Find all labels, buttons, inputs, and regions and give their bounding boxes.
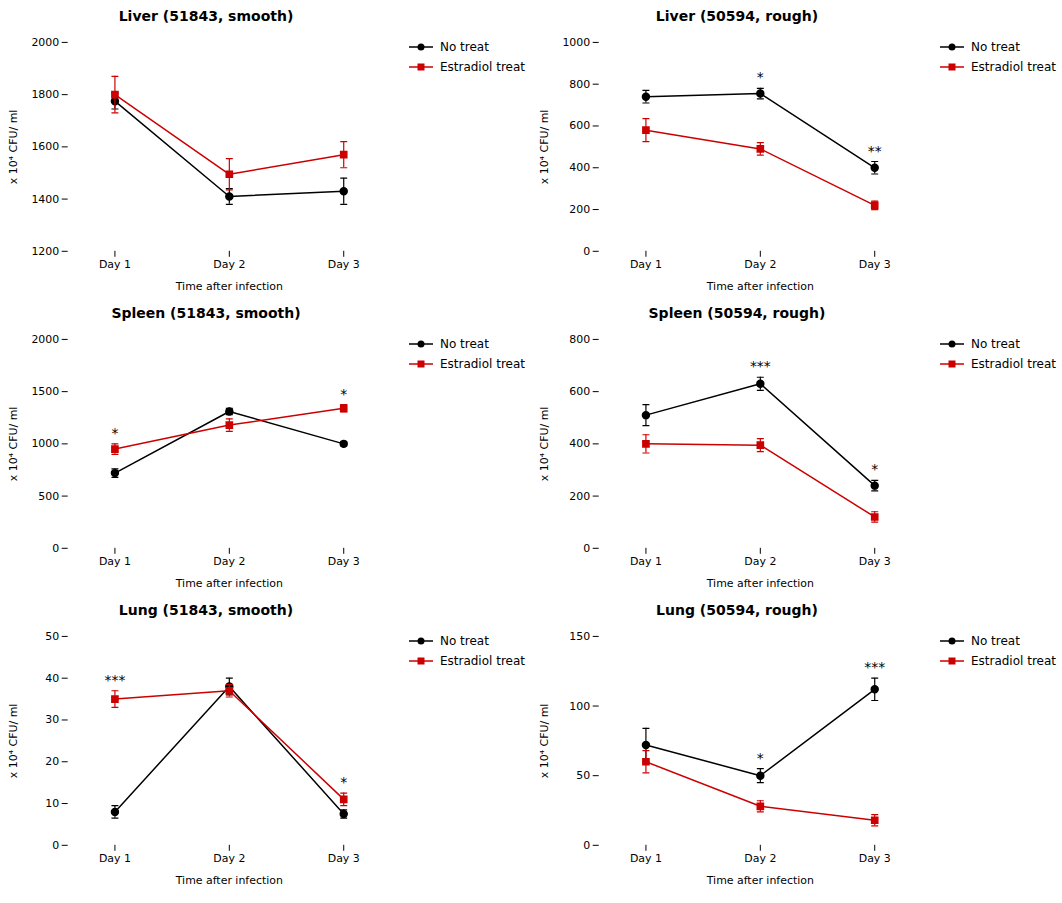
svg-text:0: 0 [52,542,59,555]
svg-text:Day 2: Day 2 [213,852,245,865]
svg-text:Day 2: Day 2 [744,258,776,271]
svg-text:1500: 1500 [31,385,59,398]
svg-text:50: 50 [45,630,59,643]
svg-text:x 10⁴ CFU/ ml: x 10⁴ CFU/ ml [7,704,20,779]
html-text:Liver (51843, smooth): Liver (51843, smooth) [118,8,294,24]
svg-text:2000: 2000 [31,36,59,49]
html-text:Liver (50594, rough): Liver (50594, rough) [655,8,819,24]
html-text:Estradiol treat: Estradiol treat [439,654,525,668]
svg-text:Day 1: Day 1 [99,258,131,271]
svg-text:0: 0 [583,839,590,852]
svg-text:Day 1: Day 1 [630,555,662,568]
svg-text:2000: 2000 [31,333,59,346]
svg-text:*: * [340,774,347,790]
svg-text:x 10⁴ CFU/ ml: x 10⁴ CFU/ ml [538,704,551,779]
svg-text:Time after infection: Time after infection [175,577,283,589]
svg-text:Day 3: Day 3 [859,258,891,271]
html-text:No treat: No treat [970,634,1020,648]
html-text:Estradiol treat: Estradiol treat [970,357,1056,371]
html-text:No treat: No treat [970,337,1020,351]
svg-text:x 10⁴ CFU/ ml: x 10⁴ CFU/ ml [7,407,20,482]
html-text:Estradiol treat: Estradiol treat [439,357,525,371]
svg-text:Day 3: Day 3 [328,555,360,568]
svg-text:1400: 1400 [31,193,59,206]
html-text:Estradiol treat: Estradiol treat [970,654,1056,668]
svg-text:600: 600 [569,119,590,132]
svg-text:*: * [757,750,764,766]
svg-text:100: 100 [569,700,590,713]
svg-text:Day 2: Day 2 [744,555,776,568]
html-text:No treat: No treat [439,337,489,351]
svg-text:30: 30 [45,713,59,726]
svg-text:Day 1: Day 1 [630,258,662,271]
svg-text:400: 400 [569,437,590,450]
svg-text:800: 800 [569,333,590,346]
svg-text:Time after infection: Time after infection [175,874,283,886]
svg-text:1800: 1800 [31,88,59,101]
svg-text:200: 200 [569,490,590,503]
html-text:Spleen (50594, rough): Spleen (50594, rough) [648,305,826,321]
html-text:Lung (51843, smooth): Lung (51843, smooth) [118,602,294,618]
svg-text:***: *** [104,672,125,688]
svg-text:Time after infection: Time after infection [706,577,814,589]
svg-text:Time after infection: Time after infection [175,280,283,292]
svg-text:**: ** [868,143,882,159]
svg-text:***: *** [750,358,771,374]
svg-text:0: 0 [583,245,590,258]
svg-text:Day 1: Day 1 [99,555,131,568]
svg-text:Day 3: Day 3 [328,258,360,271]
html-text:No treat: No treat [970,40,1020,54]
svg-text:0: 0 [52,839,59,852]
html-text:Spleen (51843, smooth): Spleen (51843, smooth) [111,305,301,321]
svg-text:Time after infection: Time after infection [706,874,814,886]
svg-text:Day 3: Day 3 [328,852,360,865]
svg-text:*: * [871,461,878,477]
svg-text:500: 500 [38,490,59,503]
svg-text:40: 40 [45,672,59,685]
svg-text:10: 10 [45,797,59,810]
svg-text:*: * [757,69,764,85]
svg-text:50: 50 [576,769,590,782]
svg-text:Day 2: Day 2 [213,258,245,271]
svg-text:800: 800 [569,78,590,91]
svg-text:1600: 1600 [31,140,59,153]
svg-text:Day 3: Day 3 [859,852,891,865]
svg-text:400: 400 [569,161,590,174]
svg-text:200: 200 [569,203,590,216]
svg-text:Day 2: Day 2 [744,852,776,865]
svg-text:0: 0 [583,542,590,555]
svg-text:x 10⁴ CFU/ ml: x 10⁴ CFU/ ml [7,110,20,185]
svg-text:600: 600 [569,385,590,398]
svg-text:Day 1: Day 1 [99,852,131,865]
svg-text:x 10⁴ CFU/ ml: x 10⁴ CFU/ ml [538,407,551,482]
svg-text:Time after infection: Time after infection [706,280,814,292]
svg-text:*: * [340,386,347,402]
svg-text:*: * [111,425,118,441]
html-text:Estradiol treat: Estradiol treat [970,60,1056,74]
svg-text:Day 3: Day 3 [859,555,891,568]
html-text:No treat: No treat [439,634,489,648]
html-text:No treat: No treat [439,40,489,54]
html-text:Lung (50594, rough): Lung (50594, rough) [656,602,818,618]
svg-text:Day 1: Day 1 [630,852,662,865]
html-text:Estradiol treat: Estradiol treat [439,60,525,74]
svg-text:1200: 1200 [31,245,59,258]
svg-text:x 10⁴ CFU/ ml: x 10⁴ CFU/ ml [538,110,551,185]
svg-text:20: 20 [45,755,59,768]
svg-text:***: *** [864,659,885,675]
svg-text:1000: 1000 [31,437,59,450]
svg-text:1000: 1000 [562,36,590,49]
svg-text:150: 150 [569,630,590,643]
svg-text:Day 2: Day 2 [213,555,245,568]
